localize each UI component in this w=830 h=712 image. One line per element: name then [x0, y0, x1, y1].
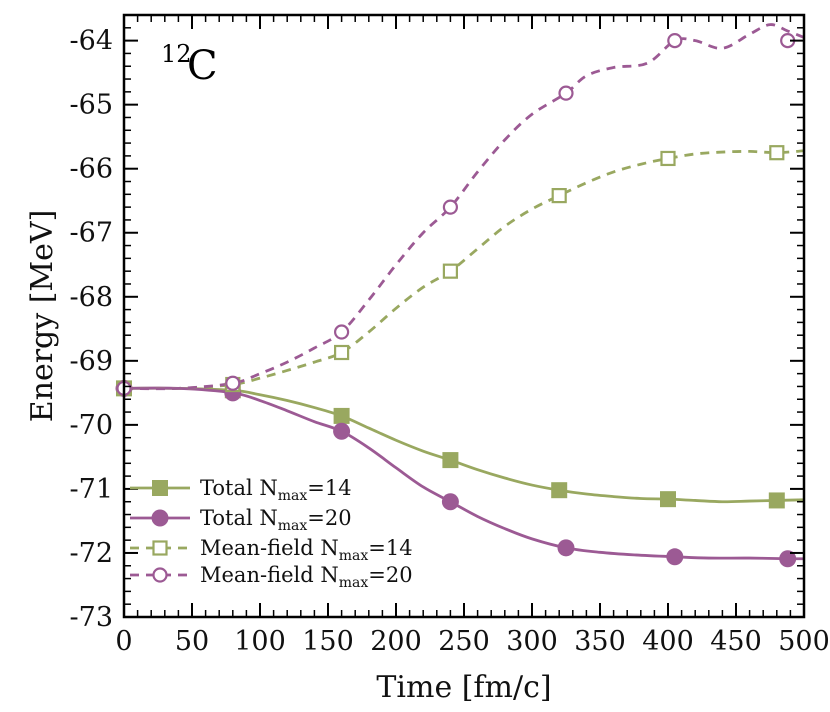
y-tick-label: -71 — [70, 474, 113, 505]
legend-marker-2 — [151, 509, 169, 527]
axis-ticks — [123, 15, 805, 618]
x-tick-label: 400 — [642, 626, 694, 657]
y-tick-label: -66 — [70, 154, 113, 185]
series-line-1 — [123, 386, 805, 504]
y-tick-label: -65 — [70, 90, 113, 121]
x-tick-label: 300 — [506, 626, 558, 657]
series-1-point — [333, 407, 350, 424]
y-tick-label: -64 — [70, 26, 113, 57]
x-tick-label: 500 — [778, 626, 830, 657]
x-tick-label: 450 — [710, 626, 762, 657]
series-3-point — [769, 145, 785, 161]
series-4-point — [334, 324, 350, 340]
y-tick-label: -72 — [70, 538, 113, 569]
x-tick-label: 200 — [370, 626, 422, 657]
series-2-point — [557, 539, 575, 557]
series-3-point — [442, 263, 458, 279]
x-tick-label: 350 — [574, 626, 626, 657]
x-axis-title: Time [fm/c] — [376, 670, 551, 705]
series-1-point — [551, 482, 568, 499]
y-axis-title: Energy [MeV] — [25, 210, 60, 423]
series-markers — [115, 33, 797, 568]
legend-label-1: Total Nmax=14 — [200, 476, 352, 504]
nucleus-mass-number: 12 — [161, 40, 192, 68]
legend-marker-4 — [152, 567, 168, 583]
y-tick-label: -68 — [70, 282, 113, 313]
x-tick-label: 100 — [234, 626, 286, 657]
series-2-point — [666, 548, 684, 566]
series-line-2 — [123, 386, 805, 561]
series-line-4 — [123, 23, 805, 391]
series-line-3 — [123, 149, 805, 391]
y-tick-label: -70 — [70, 410, 113, 441]
x-tick-label: 0 — [115, 626, 132, 657]
series-2-point — [779, 550, 797, 568]
series-3-point — [334, 344, 350, 361]
series-4-point — [442, 199, 458, 215]
legend-label-3: Mean-field Nmax=14 — [200, 536, 413, 564]
nucleus-annotation: 12 C — [161, 40, 218, 89]
x-tick-label: 50 — [175, 626, 209, 657]
x-tick-label: 150 — [302, 626, 354, 657]
axis-tick-labels: 0 50 100 150 200 250 300 350 400 450 500 -73 -72 -71 -… — [70, 26, 830, 657]
x-tick-label: 250 — [438, 626, 490, 657]
y-tick-label: -69 — [70, 346, 113, 377]
legend-marker-3 — [152, 540, 168, 556]
series-4-point — [225, 375, 241, 391]
series-2-point — [441, 493, 459, 511]
series-4-point — [558, 85, 574, 101]
series-1-point — [768, 492, 785, 509]
series-3-point — [660, 150, 676, 167]
legend-marker-1 — [152, 480, 168, 496]
series-4-point — [667, 33, 683, 49]
legend-label-2: Total Nmax=20 — [200, 506, 352, 534]
series-1-point — [442, 452, 459, 469]
series-2-point — [333, 422, 351, 440]
series-3-point — [551, 188, 567, 204]
legend-label-4: Mean-field Nmax=20 — [200, 563, 413, 591]
series-1-point — [660, 491, 676, 508]
series-lines — [123, 23, 805, 561]
y-tick-label: -73 — [70, 602, 113, 633]
y-tick-label: -67 — [70, 218, 113, 249]
nucleus-symbol: C — [187, 43, 218, 89]
